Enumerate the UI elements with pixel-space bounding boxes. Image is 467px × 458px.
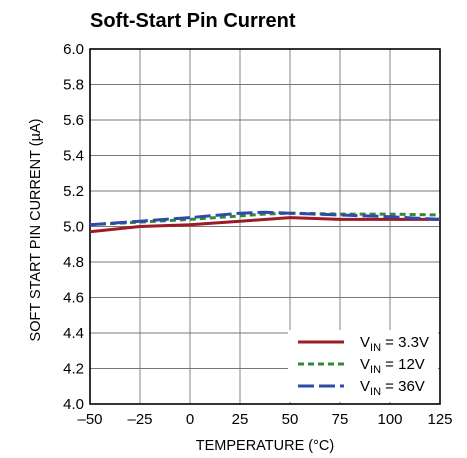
chart-title: Soft-Start Pin Current	[90, 10, 296, 32]
legend-entry-label: VIN = 12V	[360, 356, 425, 376]
x-tick-label: 125	[427, 411, 452, 428]
x-axis-label: TEMPERATURE (°C)	[196, 438, 334, 454]
x-tick-labels: –50 –25 0 25 50 75 100 125	[77, 411, 452, 428]
legend-entry-label: VIN = 36V	[360, 378, 425, 398]
x-tick-label: 50	[282, 411, 299, 428]
x-tick-label: –25	[127, 411, 152, 428]
plot-frame	[89, 48, 441, 405]
y-tick-label: 5.8	[63, 77, 84, 94]
series-line-3	[89, 210, 441, 227]
y-tick-label: 5.6	[63, 112, 84, 129]
y-tick-label: 5.4	[63, 148, 84, 165]
series-layer	[89, 210, 441, 234]
x-tick-label: 25	[232, 411, 249, 428]
y-tick-label: 5.2	[63, 183, 84, 200]
y-tick-label: 6.0	[63, 41, 84, 58]
y-tick-labels: 6.0 5.8 5.6 5.4 5.2 5.0 4.8 4.6 4.4 4.2 4.0	[63, 41, 84, 413]
y-tick-label: 4.4	[63, 325, 84, 342]
series-line-2	[89, 211, 441, 227]
x-tick-label: 0	[186, 411, 194, 428]
y-tick-label: 5.0	[63, 219, 84, 236]
x-tick-label: 75	[332, 411, 349, 428]
y-tick-label: 4.6	[63, 290, 84, 307]
y-tick-label: 4.2	[63, 361, 84, 378]
legend-entry-label: VIN = 3.3V	[360, 334, 429, 354]
y-tick-label: 4.8	[63, 254, 84, 271]
series-line-1	[89, 216, 440, 234]
y-tick-label: 4.0	[63, 396, 84, 413]
y-axis-label: SOFT START PIN CURRENT (µA)	[28, 119, 44, 342]
x-tick-label: –50	[77, 411, 102, 428]
x-tick-label: 100	[377, 411, 402, 428]
